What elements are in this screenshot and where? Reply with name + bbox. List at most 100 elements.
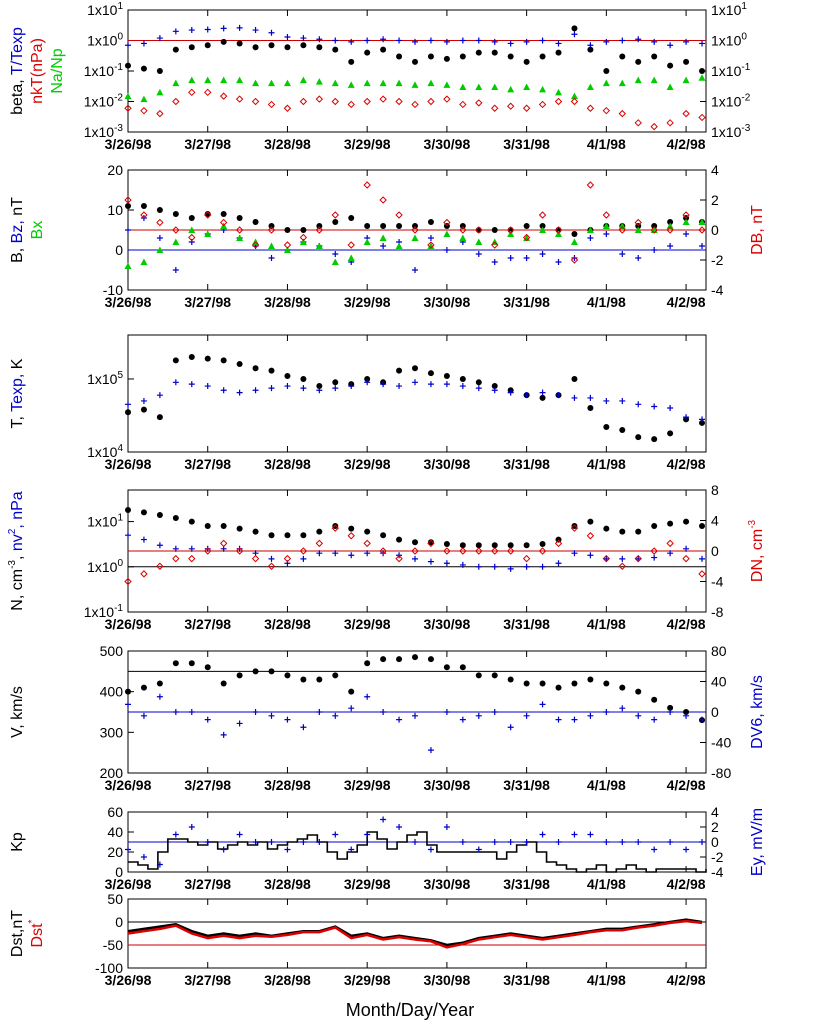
data-point-DV6 (507, 724, 514, 731)
data-point-Bz (268, 255, 275, 261)
data-point-T (188, 353, 195, 360)
data-point-N (316, 528, 323, 535)
data-point-N (204, 522, 211, 529)
data-point-T (635, 434, 642, 441)
data-point-nkT(nPa) (411, 100, 419, 109)
y-axis-title-left-part-3: nv (9, 534, 26, 551)
data-point-DV6 (587, 712, 594, 719)
data-point-T/Texp (539, 37, 546, 44)
x-tick-label: 3/31/98 (503, 777, 550, 793)
data-point-DB (602, 211, 611, 219)
data-point-DN (172, 554, 180, 563)
data-point-N (268, 532, 275, 539)
data-point-Texp (412, 379, 419, 386)
y-axis-title-right-part-0: DV6, km/s (749, 675, 766, 749)
data-point-nkT(nPa) (459, 100, 467, 109)
data-point-N (284, 532, 291, 539)
data-point-Bx (331, 258, 339, 265)
data-point-T/Texp (683, 38, 690, 45)
data-point-T (364, 375, 371, 382)
data-point-T/Texp (651, 38, 658, 45)
data-point-B (284, 227, 291, 233)
data-point-DN (219, 539, 228, 548)
data-point-T/Texp (140, 40, 147, 47)
data-point-T/Texp (220, 25, 227, 32)
y-axis-title-right-part-0: Ey, mV/m (749, 808, 766, 876)
data-point-B (300, 227, 307, 233)
data-point-T/Texp (491, 38, 498, 45)
data-point-Bx (156, 246, 164, 253)
data-point-DN (459, 547, 467, 555)
data-point-DB (554, 226, 563, 234)
data-point-beta (523, 58, 530, 65)
data-point-DN (650, 547, 658, 555)
data-point-Bx (188, 226, 196, 233)
x-tick-label: 3/31/98 (503, 456, 550, 472)
data-point-DV6 (125, 701, 131, 708)
data-point-T (619, 427, 626, 434)
data-point-T (332, 379, 339, 386)
x-tick-label: 3/26/98 (105, 777, 152, 793)
data-point-nv2 (635, 555, 642, 562)
y-tick-label-right: 80 (711, 643, 727, 659)
y-tick-label-right: 2 (711, 819, 719, 835)
data-point-Texp (300, 385, 307, 392)
data-point-DN (586, 532, 595, 540)
data-point-nkT(nPa) (443, 95, 451, 103)
data-point-Ey (667, 839, 674, 845)
y-axis-title-right-part-0: DB, nT (749, 205, 766, 255)
data-point-Na/Np (682, 76, 690, 84)
x-tick-label: 3/28/98 (264, 777, 311, 793)
data-point-beta (651, 53, 658, 60)
data-point-B (268, 223, 275, 229)
y-axis-title-left: V, km/s (9, 686, 26, 738)
data-point-beta (156, 68, 163, 74)
data-point-Na/Np (570, 92, 578, 100)
data-point-Bx (666, 222, 674, 229)
data-point-N (140, 509, 147, 516)
data-point-T/Texp (348, 38, 355, 45)
data-point-Bx (236, 234, 244, 241)
y-tick-label-right: 2 (711, 192, 719, 208)
data-point-Bz (571, 255, 578, 261)
data-point-nkT(nPa) (538, 100, 547, 109)
data-point-Ey (619, 839, 626, 845)
data-point-beta (603, 68, 610, 74)
data-point-nkT(nPa) (156, 109, 164, 118)
data-point-Ey (284, 846, 291, 853)
data-point-V (125, 688, 131, 695)
data-point-Ey (587, 831, 594, 838)
data-point-T (300, 375, 307, 382)
data-point-B (380, 223, 387, 229)
data-point-Na/Np (363, 79, 371, 87)
data-point-Texp (555, 392, 562, 399)
y-tick-label-left: 1x10-3 (84, 123, 124, 140)
data-point-V (284, 672, 291, 679)
data-point-Ey (651, 846, 658, 853)
data-point-nkT(nPa) (570, 97, 579, 106)
data-point-N (156, 511, 163, 518)
data-point-T/Texp (587, 42, 594, 49)
data-point-Bz (651, 247, 658, 253)
data-point-V (619, 684, 626, 691)
y-axis-title-right-part-0: DN, cm (749, 529, 766, 582)
y-tick-label-right: 1x10-3 (711, 123, 751, 140)
data-point-nv2 (651, 554, 658, 561)
y-axis-title-left-part-5: , nPa (9, 491, 26, 528)
data-point-B (539, 223, 546, 229)
data-point-nv2 (140, 536, 147, 543)
data-point-V (475, 672, 482, 679)
data-point-Texp (188, 381, 195, 388)
x-tick-label: 3/29/98 (344, 777, 391, 793)
x-tick-label: 3/30/98 (424, 876, 471, 892)
data-point-DN (204, 547, 212, 555)
y-tick-label-right: 4 (711, 804, 719, 820)
x-tick-label: 4/2/98 (667, 616, 706, 632)
data-point-T/Texp (475, 37, 482, 44)
panel-frame (127, 334, 707, 453)
x-tick-label: 4/2/98 (667, 456, 706, 472)
panel-p3: 3/26/98 3/27/98 3/28/98 3/29/98 3/30/98 3/31/… (9, 334, 707, 472)
data-point-Ey (475, 846, 482, 853)
panel-p7: 3/26/98 3/27/98 3/28/98 3/29/98 3/30/98 3/31/… (9, 891, 707, 988)
y-tick-label-left: 50 (107, 891, 123, 907)
